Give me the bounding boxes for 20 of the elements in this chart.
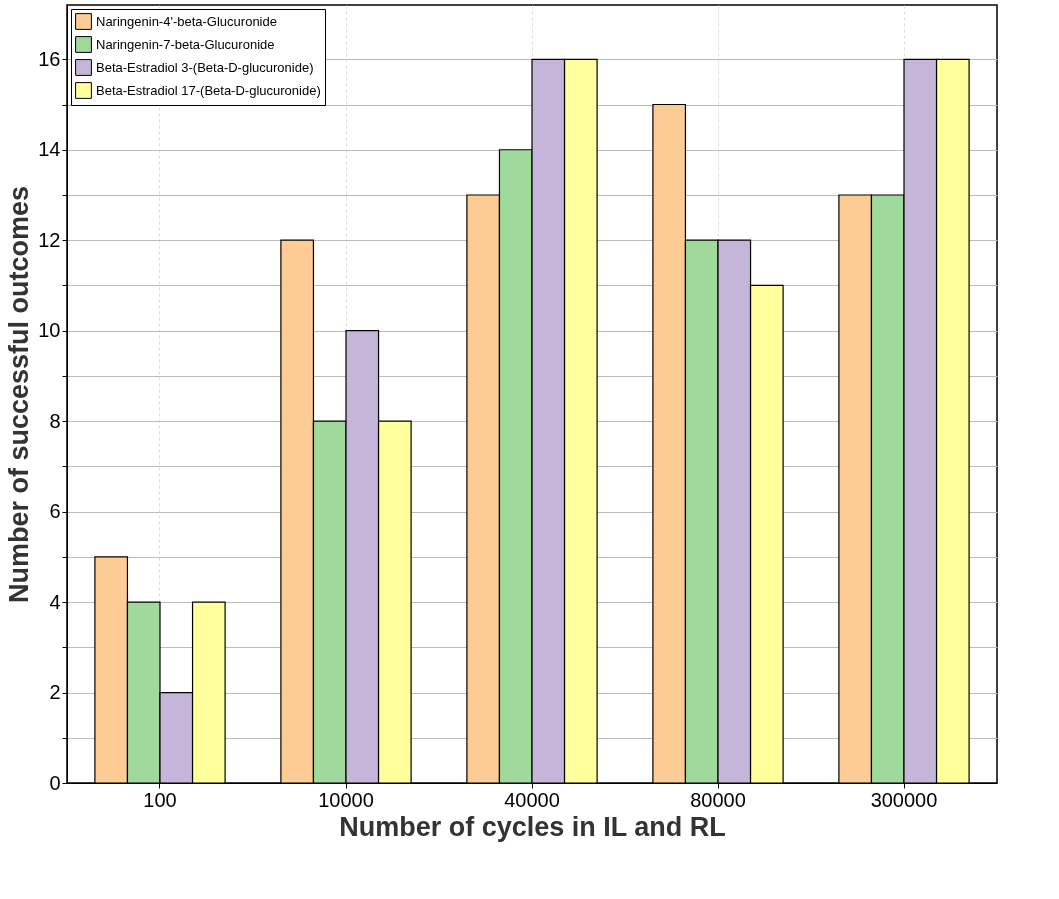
- y-axis-title: Number of successful outcomes: [4, 185, 35, 604]
- y-tick-label: 12: [38, 228, 61, 251]
- x-tick-label: 100: [143, 788, 177, 811]
- x-axis-title: Number of cycles in IL and RL: [339, 811, 726, 842]
- legend-label: Beta-Estradiol 3-(Beta-D-glucuronide): [96, 59, 314, 75]
- y-tick-label: 0: [49, 771, 61, 794]
- legend-label: Beta-Estradiol 17-(Beta-D-glucuronide): [96, 82, 321, 98]
- y-tick-label: 4: [49, 590, 61, 613]
- legend-label: Naringenin-4'-beta-Glucuronide: [96, 13, 277, 29]
- x-tick-label: 10000: [318, 788, 374, 811]
- x-tick-label: 80000: [690, 788, 746, 811]
- y-tick-label: 10: [38, 319, 61, 342]
- y-tick-label: 2: [49, 681, 61, 704]
- x-tick-label: 300000: [870, 788, 938, 811]
- x-tick-label: 40000: [504, 788, 560, 811]
- y-tick-label: 14: [38, 138, 61, 161]
- y-tick-label: 16: [38, 47, 61, 70]
- legend-label: Naringenin-7-beta-Glucuronide: [96, 36, 275, 52]
- y-tick-label: 8: [49, 409, 61, 432]
- y-tick-label: 6: [49, 500, 61, 523]
